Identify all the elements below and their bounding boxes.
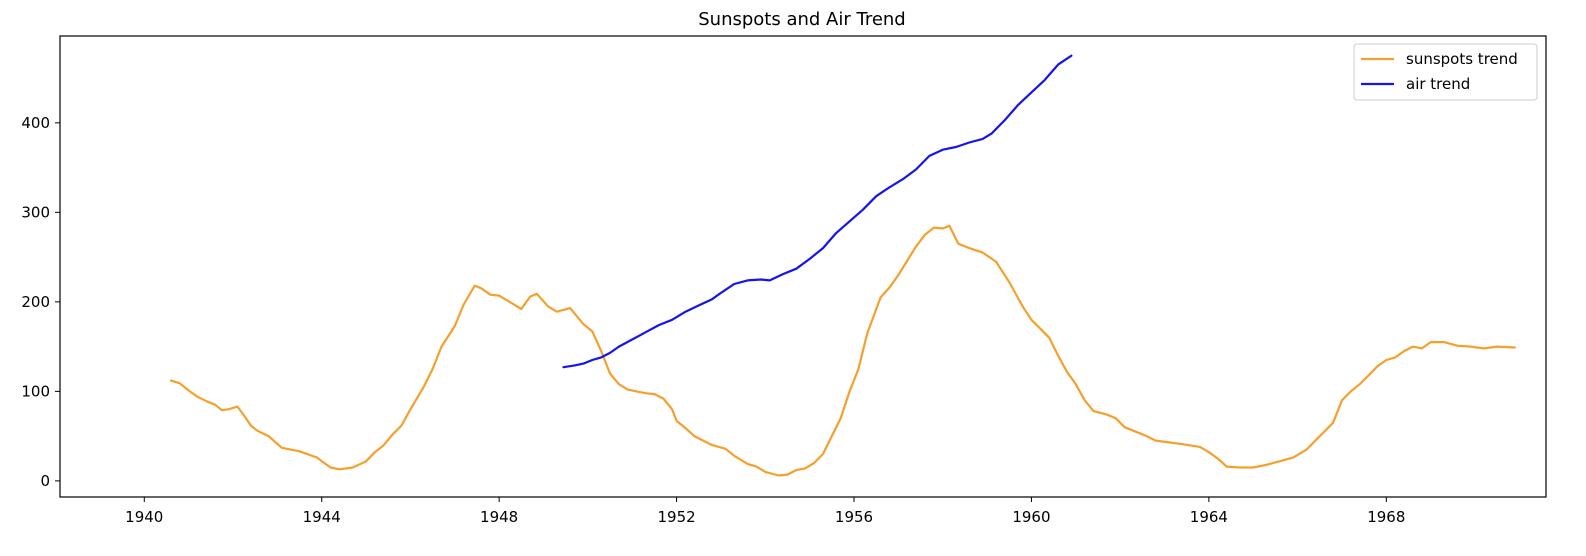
series-line-air-trend [562,54,1073,369]
x-tick-label: 1968 [1367,508,1405,526]
x-tick-label: 1956 [835,508,873,526]
legend: sunspots trend air trend [1353,43,1538,101]
x-tick-label: 1960 [1012,508,1050,526]
y-tick-label: 0 [40,472,50,490]
x-tick-label: 1964 [1190,508,1228,526]
x-tick-label: 1948 [480,508,518,526]
x-tick-label: 1952 [657,508,695,526]
plot-frame [59,35,1547,498]
y-axis: 0 100 200 300 400 [21,114,60,490]
y-tick-label: 100 [21,382,50,400]
y-tick-label: 200 [21,293,50,311]
legend-label-sunspots: sunspots trend [1406,50,1518,68]
chart-title: Sunspots and Air Trend [698,9,906,30]
series-line-sunspots-trend [169,224,1517,477]
plot-layer [169,54,1517,477]
y-tick-label: 300 [21,203,50,221]
legend-box [1353,43,1538,101]
y-tick-label: 400 [21,114,50,132]
x-tick-label: 1944 [303,508,341,526]
legend-label-air: air trend [1406,75,1470,93]
x-axis: 1940 1944 1948 1952 1956 1960 1964 1968 [125,497,1405,526]
x-tick-label: 1940 [125,508,163,526]
